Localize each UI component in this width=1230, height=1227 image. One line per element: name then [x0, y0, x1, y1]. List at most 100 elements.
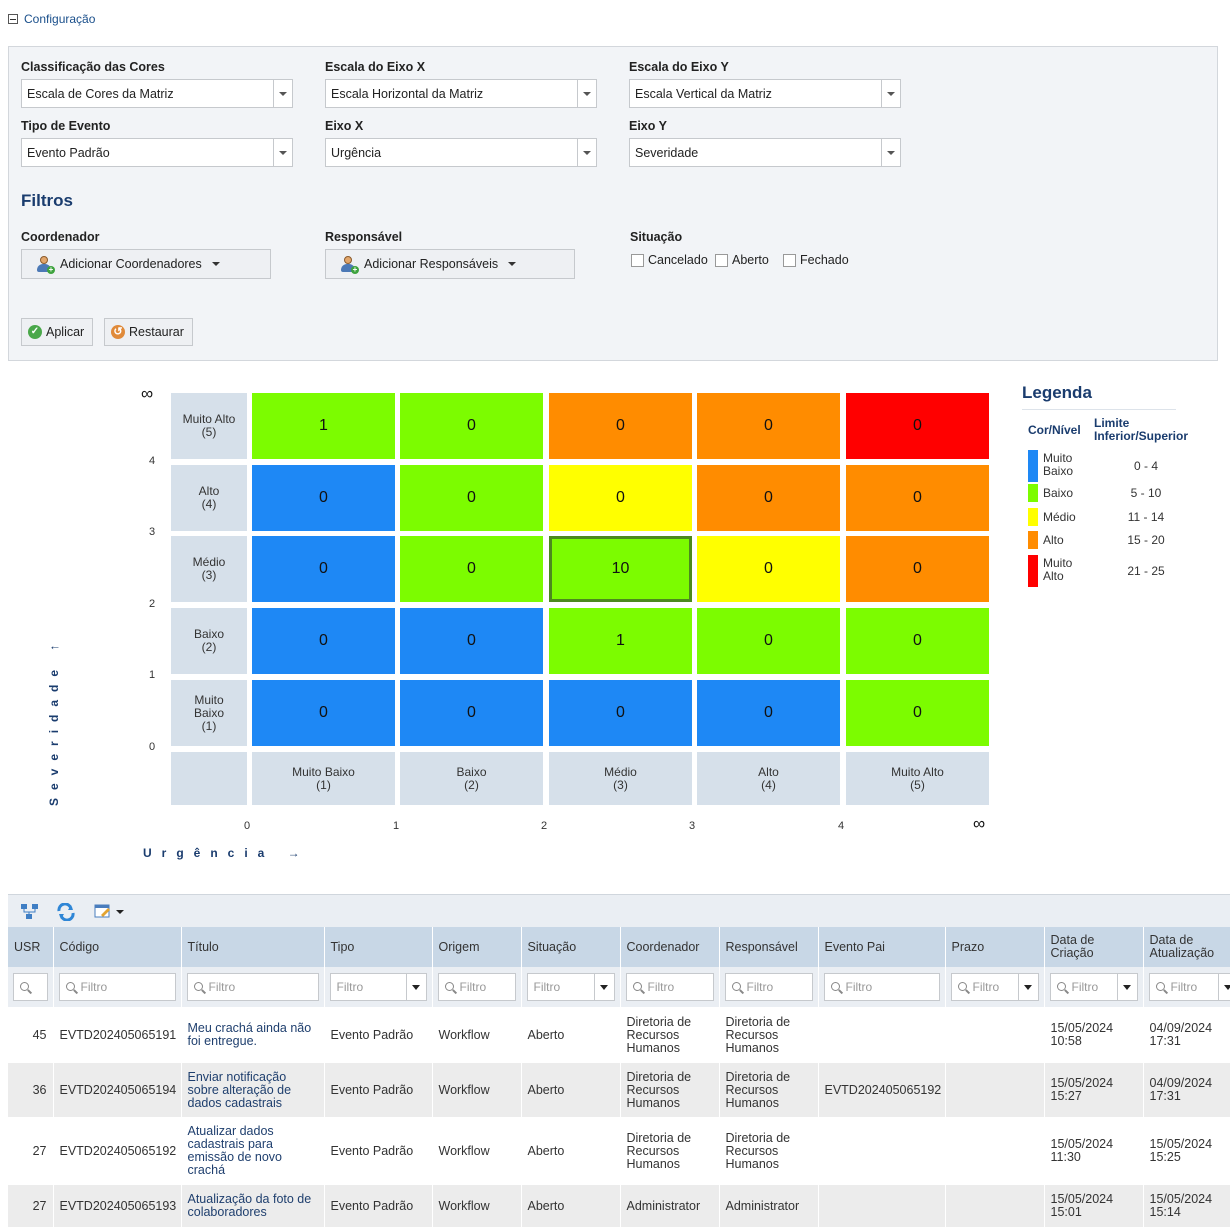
matrix-cell-r4-c2[interactable]: 0 [400, 465, 543, 531]
matrix-cell-r4-c5[interactable]: 0 [846, 465, 989, 531]
matrix-cell-r4-c4[interactable]: 0 [697, 465, 840, 531]
filter-input-coordenador[interactable]: Filtro [626, 973, 714, 1001]
matrix-cell-r1-c5[interactable]: 0 [846, 680, 989, 746]
legend-title: Legenda [1022, 383, 1092, 403]
search-icon [445, 982, 456, 993]
refresh-icon[interactable] [56, 903, 76, 921]
cell-tipo: Evento Padrão [324, 1007, 432, 1063]
matrix-cell-r5-c3[interactable]: 0 [549, 393, 692, 459]
column-header-situacao[interactable]: Situação [521, 927, 620, 967]
filter-placeholder: Filtro [81, 980, 108, 994]
cell-codigo: EVTD202405065194 [53, 1063, 181, 1117]
filter-input-usr[interactable] [13, 973, 48, 1001]
col-label-muito-baixo-1: Muito Baixo (1) [252, 752, 395, 805]
filter-placeholder: Filtro [1171, 980, 1198, 994]
column-header-codigo[interactable]: Código [53, 927, 181, 967]
chevron-down-icon[interactable] [406, 974, 426, 1000]
matrix-cell-r4-c3[interactable]: 0 [549, 465, 692, 531]
column-header-prazo[interactable]: Prazo [945, 927, 1044, 967]
cell-evento-pai: EVTD202405065192 [818, 1063, 945, 1117]
column-header-titulo[interactable]: Título [181, 927, 324, 967]
matrix-cell-r2-c2[interactable]: 0 [400, 608, 543, 674]
matrix-cell-r1-c1[interactable]: 0 [252, 680, 395, 746]
matrix-cell-r3-c2[interactable]: 0 [400, 536, 543, 602]
filter-placeholder: Filtro [337, 980, 364, 994]
cell-evento-pai [818, 1117, 945, 1185]
chevron-down-icon[interactable] [594, 974, 614, 1000]
matrix-cell-r3-c3[interactable]: 10 [549, 536, 692, 602]
matrix-cell-r1-c2[interactable]: 0 [400, 680, 543, 746]
chevron-down-icon[interactable] [1218, 974, 1230, 1000]
filter-input-evento-pai[interactable]: Filtro [824, 973, 940, 1001]
filter-cell-titulo: Filtro [181, 967, 324, 1007]
filter-input-origem[interactable]: Filtro [438, 973, 516, 1001]
cell-situacao: Aberto [521, 1117, 620, 1185]
filter-placeholder: Filtro [747, 980, 774, 994]
search-icon [633, 982, 644, 993]
chevron-down-icon[interactable] [1018, 974, 1038, 1000]
matrix-cell-r4-c1[interactable]: 0 [252, 465, 395, 531]
search-icon [1156, 982, 1167, 993]
cell-situacao: Aberto [521, 1185, 620, 1227]
x-tick-4: 4 [838, 820, 844, 832]
filter-placeholder: Filtro [846, 980, 873, 994]
col-label-muito-alto-5: Muito Alto (5) [846, 752, 989, 805]
search-icon [1057, 982, 1068, 993]
matrix-cell-r5-c2[interactable]: 0 [400, 393, 543, 459]
row-label-baixo-2: Baixo (2) [171, 608, 247, 674]
column-header-tipo[interactable]: Tipo [324, 927, 432, 967]
column-header-responsavel[interactable]: Responsável [719, 927, 818, 967]
column-header-data-atualizacao[interactable]: Data de Atualização [1143, 927, 1230, 967]
cell-data-atualizacao: 04/09/2024 17:31 [1143, 1063, 1230, 1117]
hierarchy-icon[interactable] [20, 903, 40, 921]
matrix-cell-r2-c1[interactable]: 0 [252, 608, 395, 674]
filter-input-situacao[interactable]: Filtro [527, 973, 615, 1001]
filter-input-titulo[interactable]: Filtro [187, 973, 319, 1001]
legend-level-range: 5 - 10 [1120, 486, 1172, 500]
cell-usr: 27 [8, 1185, 53, 1227]
filter-input-codigo[interactable]: Filtro [59, 973, 176, 1001]
column-header-evento-pai[interactable]: Evento Pai [818, 927, 945, 967]
matrix-cell-r5-c1[interactable]: 1 [252, 393, 395, 459]
chevron-down-icon[interactable] [1117, 974, 1137, 1000]
matrix-cell-r2-c3[interactable]: 1 [549, 608, 692, 674]
filter-input-responsavel[interactable]: Filtro [725, 973, 813, 1001]
matrix-cell-r3-c5[interactable]: 0 [846, 536, 989, 602]
column-header-usr[interactable]: USR [8, 927, 53, 967]
cell-origem: Workflow [432, 1185, 521, 1227]
search-icon [958, 982, 969, 993]
x-tick-3: 3 [689, 820, 695, 832]
matrix-cell-r1-c4[interactable]: 0 [697, 680, 840, 746]
cell-origem: Workflow [432, 1007, 521, 1063]
cell-situacao: Aberto [521, 1007, 620, 1063]
matrix-cell-r2-c5[interactable]: 0 [846, 608, 989, 674]
column-header-origem[interactable]: Origem [432, 927, 521, 967]
matrix-corner [171, 752, 247, 805]
edit-columns-icon[interactable] [94, 902, 128, 920]
column-header-data-criacao[interactable]: Data de Criação [1044, 927, 1143, 967]
filter-input-tipo[interactable]: Filtro [330, 973, 427, 1001]
matrix-cell-r3-c4[interactable]: 0 [697, 536, 840, 602]
cell-codigo: EVTD202405065192 [53, 1117, 181, 1185]
matrix-cell-r5-c5[interactable]: 0 [846, 393, 989, 459]
cell-prazo [945, 1063, 1044, 1117]
legend-swatch [1028, 484, 1038, 502]
cell-origem: Workflow [432, 1063, 521, 1117]
matrix-cell-r5-c4[interactable]: 0 [697, 393, 840, 459]
filter-cell-tipo: Filtro [324, 967, 432, 1007]
filter-input-data-atualizacao[interactable]: Filtro [1149, 973, 1230, 1001]
matrix-cell-r1-c3[interactable]: 0 [549, 680, 692, 746]
filter-input-data-criacao[interactable]: Filtro [1050, 973, 1138, 1001]
matrix-cell-r3-c1[interactable]: 0 [252, 536, 395, 602]
cell-usr: 27 [8, 1117, 53, 1185]
filter-input-prazo[interactable]: Filtro [951, 973, 1039, 1001]
cell-data-criacao: 15/05/2024 10:58 [1044, 1007, 1143, 1063]
column-header-coordenador[interactable]: Coordenador [620, 927, 719, 967]
x-tick-0: 0 [244, 820, 250, 832]
matrix-cell-r2-c4[interactable]: 0 [697, 608, 840, 674]
